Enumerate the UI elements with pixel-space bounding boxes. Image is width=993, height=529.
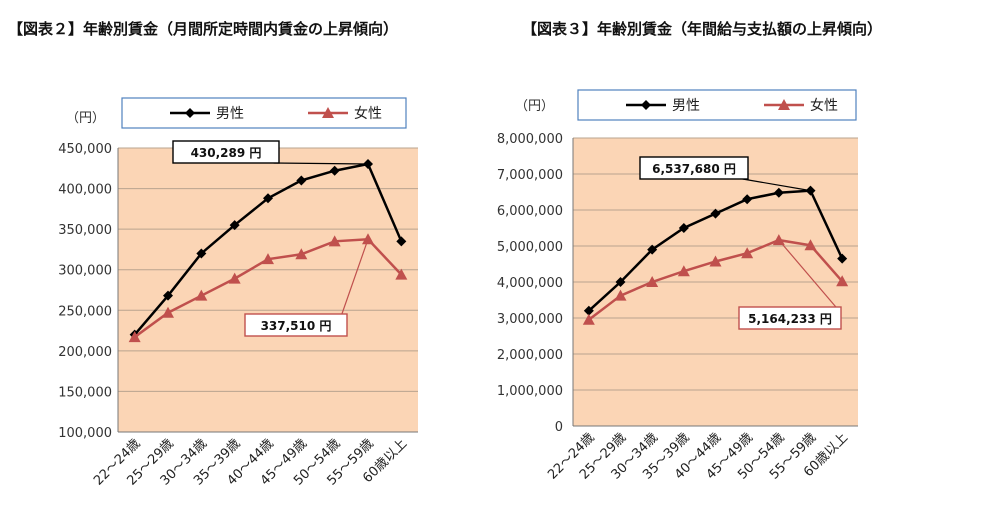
- y-tick-label: 6,000,000: [497, 204, 563, 219]
- y-tick-label: 300,000: [58, 264, 112, 279]
- data-point: [396, 236, 407, 247]
- data-point: [582, 313, 595, 325]
- y-tick-label: 250,000: [58, 304, 112, 319]
- data-point: [322, 107, 334, 118]
- data-point: [262, 253, 274, 265]
- data-point: [328, 235, 341, 247]
- callout-label: 337,510 円: [261, 319, 332, 333]
- data-point: [836, 275, 849, 287]
- data-point: [772, 234, 785, 246]
- callout-box: [639, 156, 749, 180]
- chart1-title: 【図表２】年齢別賃金（月間所定時間内賃金の上昇傾向）: [8, 20, 399, 38]
- y-tick-label: 100,000: [58, 426, 112, 441]
- y-tick-label: 2,000,000: [497, 348, 563, 363]
- data-point: [615, 277, 626, 287]
- data-point: [710, 208, 721, 219]
- callout-label: 5,164,233 円: [748, 312, 832, 326]
- y-tick-label: 1,000,000: [497, 384, 563, 399]
- data-point: [804, 239, 817, 251]
- data-point: [837, 253, 848, 264]
- data-point: [163, 290, 173, 301]
- callout-box: [172, 140, 280, 164]
- data-point: [196, 248, 207, 259]
- callout-leader: [742, 178, 811, 192]
- chart2-title: 【図表３】年齢別賃金（年間給与支払額の上昇傾向）: [522, 20, 883, 38]
- data-point: [678, 223, 689, 233]
- data-point: [295, 248, 308, 260]
- data-point: [742, 194, 753, 205]
- callout-leader: [273, 162, 369, 165]
- legend-label: 男性: [216, 106, 244, 122]
- y-tick-label: 150,000: [58, 385, 112, 400]
- callout-box: [244, 313, 348, 337]
- y-tick-label: 8,000,000: [497, 132, 563, 147]
- y-tick-label: 200,000: [58, 345, 112, 360]
- data-point: [646, 276, 659, 287]
- data-point: [195, 289, 208, 301]
- y-tick-label: 400,000: [58, 183, 112, 198]
- legend-label: 女性: [810, 97, 838, 114]
- data-point: [329, 165, 340, 176]
- data-point: [229, 220, 240, 231]
- y-tick-label: 7,000,000: [497, 168, 563, 183]
- data-point: [228, 272, 241, 284]
- callout-box: [738, 306, 842, 330]
- data-point: [185, 108, 195, 118]
- callout-label: 6,537,680 円: [652, 162, 736, 176]
- data-point: [641, 100, 651, 110]
- data-point: [778, 99, 790, 110]
- data-point: [677, 265, 690, 277]
- y-tick-label: 5,000,000: [497, 240, 563, 255]
- data-point: [362, 233, 374, 245]
- callout-leader: [341, 239, 369, 315]
- data-point: [709, 255, 722, 267]
- legend-box: [121, 97, 407, 129]
- data-point: [741, 247, 754, 259]
- data-point: [395, 268, 408, 280]
- unit-label: （円）: [515, 99, 554, 114]
- legend-label: 男性: [672, 98, 700, 114]
- data-point: [614, 289, 627, 301]
- legend-box: [577, 89, 857, 121]
- legend-label: 女性: [354, 105, 382, 122]
- data-point: [263, 193, 273, 204]
- data-point: [296, 175, 307, 186]
- callout-leader: [778, 239, 837, 308]
- y-tick-label: 450,000: [58, 142, 112, 157]
- data-point: [773, 187, 784, 198]
- unit-label: （円）: [66, 111, 105, 126]
- data-point: [583, 305, 594, 316]
- y-tick-label: 0: [555, 420, 563, 435]
- data-point: [128, 331, 141, 343]
- y-tick-label: 4,000,000: [497, 276, 563, 291]
- y-tick-label: 350,000: [58, 223, 112, 238]
- data-point: [162, 306, 174, 318]
- data-point: [647, 244, 658, 255]
- y-tick-label: 3,000,000: [497, 312, 563, 327]
- callout-label: 430,289 円: [191, 146, 262, 160]
